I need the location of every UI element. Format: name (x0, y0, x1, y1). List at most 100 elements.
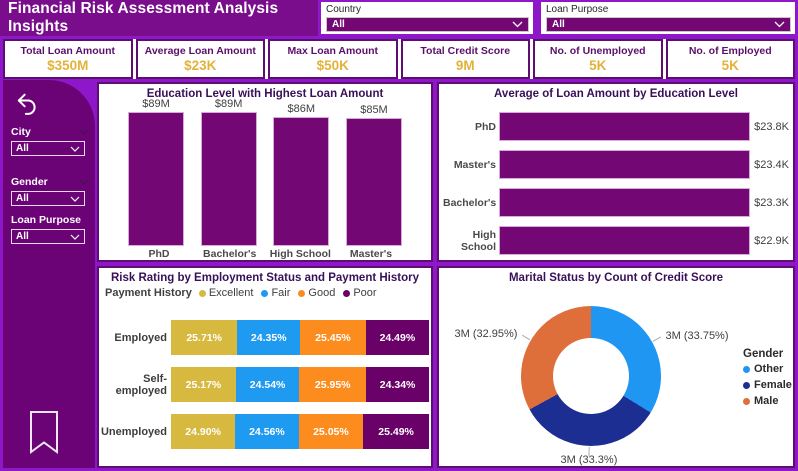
bar[interactable] (499, 150, 751, 179)
chart-title: Marital Status by Count of Credit Score (508, 272, 724, 284)
segment-good[interactable]: 25.45% (300, 320, 366, 355)
slicer-select-value: All (16, 143, 29, 154)
marital-donut-area: 3M (33.75%) 3M (33.3%) 3M (32.95%) Gender … (439, 268, 793, 466)
bar[interactable] (200, 112, 257, 246)
segment-good[interactable]: 25.95% (299, 367, 367, 402)
chevron-down-icon (80, 179, 89, 185)
segment-poor[interactable]: 24.49% (365, 320, 429, 355)
segment-fair[interactable]: 24.35% (237, 320, 301, 355)
bar-column: $86M (270, 98, 332, 246)
bar[interactable] (499, 226, 751, 255)
bar[interactable] (499, 112, 751, 141)
slicer-select-value: All (16, 193, 29, 204)
page-title: Financial Risk Assessment Analysis Insig… (8, 0, 279, 35)
stacked-bar: 25.17% 24.54% 25.95% 24.34% (171, 367, 429, 402)
bar-value-label: $85M (360, 104, 388, 116)
segment-poor[interactable]: 24.34% (366, 367, 429, 402)
legend-dot (198, 289, 206, 297)
panel-education-loan: Education Level with Highest Loan Amount… (97, 82, 433, 262)
y-axis-label: Bachelor's (443, 196, 497, 209)
panel-marital-status: Marital Status by Count of Credit Score … (437, 266, 795, 468)
segment-poor[interactable]: 25.49% (363, 414, 429, 449)
stacked-bar-row: Self-employed 25.17% 24.54% 25.95% 24.34% (99, 367, 429, 402)
segment-excellent[interactable]: 24.90% (171, 414, 236, 449)
panel-avg-loan-by-education: Average of Loan Amount by Education Leve… (437, 82, 795, 262)
bar[interactable] (273, 117, 330, 246)
bar-columns: $89M $89M $86M $85M (125, 98, 405, 246)
kpi-value: $350M (47, 58, 89, 73)
kpi-value: 5K (721, 58, 739, 73)
legend-dot (261, 289, 269, 297)
slicer-label: City (11, 126, 31, 138)
y-axis-label: Employed (114, 331, 167, 344)
marital-donut-chart[interactable] (521, 306, 661, 446)
legend-title: Payment History (105, 287, 192, 299)
segment-fair[interactable]: 24.54% (235, 367, 300, 402)
country-filter-label: Country (326, 4, 362, 15)
chart-title: Risk Rating by Employment Status and Pay… (110, 272, 419, 284)
chevron-down-icon (70, 146, 80, 152)
loan-purpose-select-value: All (552, 19, 565, 30)
segment-excellent[interactable]: 25.17% (171, 367, 236, 402)
x-axis-label: High School (269, 248, 331, 260)
bookmark-button[interactable] (29, 410, 59, 459)
slicer-select[interactable]: All (11, 141, 85, 156)
segment-fair[interactable]: 24.56% (235, 414, 299, 449)
loan-purpose-select[interactable]: All (546, 17, 791, 32)
panel-risk-rating: Risk Rating by Employment Status and Pay… (97, 266, 433, 468)
slicer-header: Loan Purpose (11, 214, 89, 226)
legend-items: Other Female Male (743, 363, 792, 407)
risk-stacked-chart: Employed 25.71% 24.35% 25.45% 24.49% Self-emp… (99, 320, 429, 461)
kpi-card: Max Loan Amount $50K (268, 39, 398, 79)
kpi-value: 5K (589, 58, 607, 73)
back-button[interactable] (13, 90, 43, 120)
segment-excellent[interactable]: 25.71% (171, 320, 238, 355)
y-axis-label: PhD (475, 120, 496, 133)
bar[interactable] (499, 188, 751, 217)
legend-item-poor: Poor (343, 287, 377, 299)
kpi-value: $50K (316, 58, 349, 73)
sidebar-filter-gender: Gender All (11, 176, 89, 206)
stacked-bar: 25.71% 24.35% 25.45% 24.49% (171, 320, 429, 355)
bar-value-label: $23.3K (754, 196, 789, 209)
bar-row: High School $22.9K (443, 226, 789, 255)
chevron-down-icon (70, 234, 80, 240)
segment-good[interactable]: 25.05% (298, 414, 364, 449)
sidebar-filter-city: City All (11, 126, 89, 156)
country-select[interactable]: All (326, 17, 529, 32)
legend-item-label: Excellent (208, 287, 254, 299)
slicer-select[interactable]: All (11, 229, 85, 244)
chevron-down-icon (774, 21, 785, 28)
back-arrow-icon (17, 93, 36, 115)
y-axis-label: Master's (453, 158, 496, 171)
slicer-select[interactable]: All (11, 191, 85, 206)
bar-column: $89M (125, 98, 187, 246)
bar[interactable] (128, 112, 184, 246)
legend-dot (343, 289, 351, 297)
kpi-label: Total Loan Amount (20, 45, 116, 57)
x-axis-label: Bachelor's (203, 248, 257, 260)
country-select-value: All (332, 19, 345, 30)
slicer-label: Gender (11, 176, 48, 188)
kpi-card: Average Loan Amount $23K (135, 39, 265, 79)
education-bar-chart: $89M $89M $86M $85M PhD Bachelor's High School… (125, 98, 405, 260)
bar-row: Bachelor's $23.3K (443, 188, 789, 217)
kpi-card: Total Credit Score 9M (400, 39, 530, 79)
legend-item-fair: Fair (261, 287, 290, 299)
legend-dot (743, 365, 750, 373)
donut-label-female: 3M (33.3%) (560, 453, 618, 466)
x-axis-label: Master's (349, 248, 393, 260)
bar-column: $85M (343, 98, 405, 246)
x-axis-labels: PhD Bachelor's High School Master's (125, 248, 405, 260)
legend-item-label: Male (754, 395, 779, 407)
slicer-header: City (11, 126, 89, 138)
bar-value-label: $89M (214, 98, 243, 110)
chevron-down-icon (512, 21, 523, 28)
chart-title: Education Level with Highest Loan Amount (146, 88, 384, 100)
legend-item-label: Other (754, 363, 784, 375)
donut-label-male: 3M (32.95%) (454, 328, 518, 341)
x-axis-label: PhD (148, 248, 170, 260)
bar-row: PhD $23.8K (443, 112, 789, 141)
bar[interactable] (345, 118, 402, 246)
